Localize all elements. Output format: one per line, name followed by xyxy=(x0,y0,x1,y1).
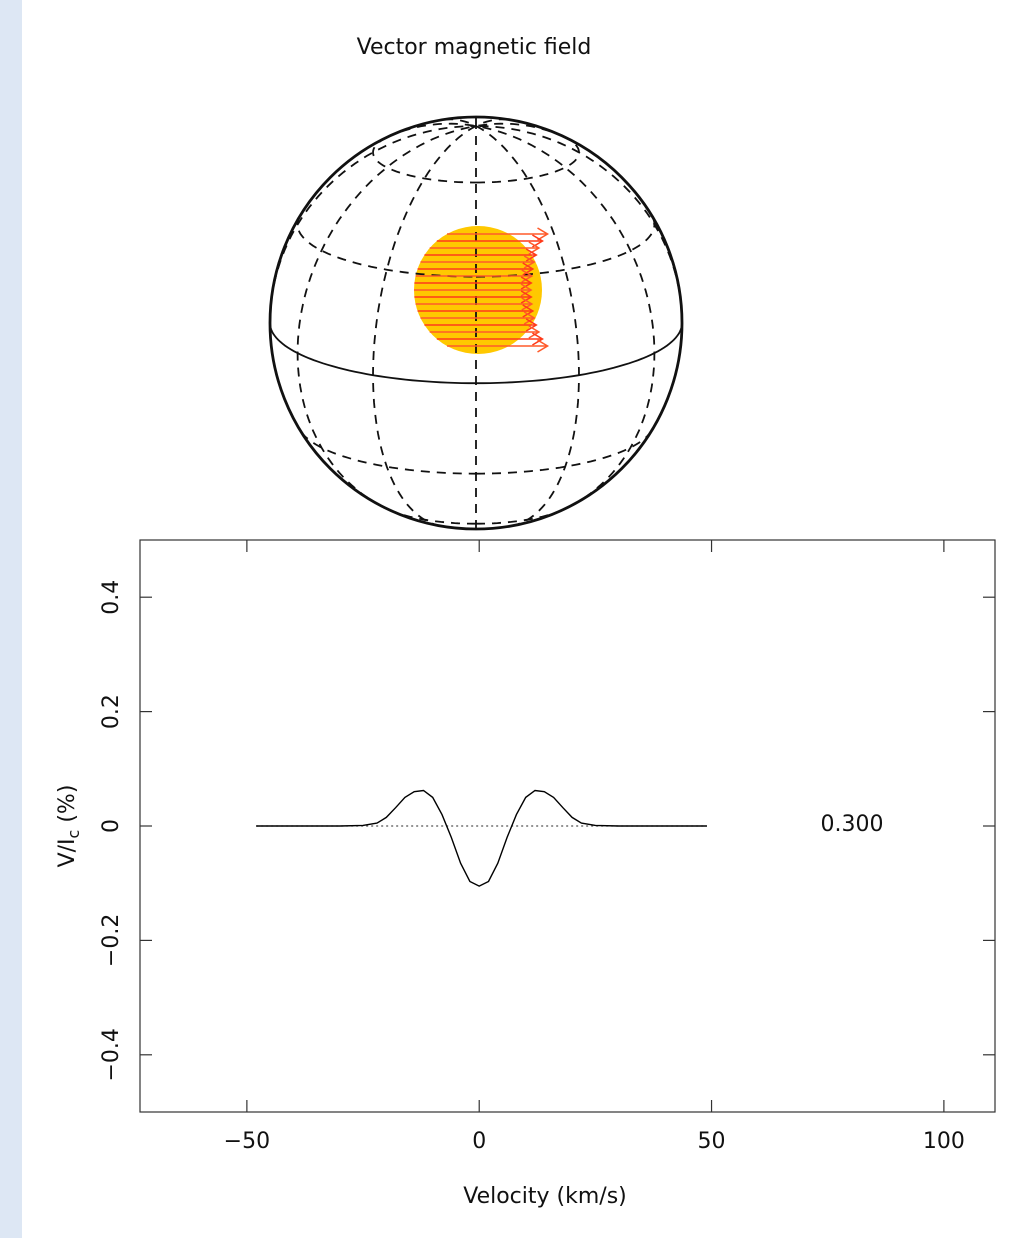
field-arrow-head xyxy=(522,304,535,318)
y-label-sub: c xyxy=(64,830,83,839)
longitude-line xyxy=(372,125,477,527)
figure-panel xyxy=(22,0,1012,1238)
x-tick-label: 0 xyxy=(472,1129,486,1154)
field-arrow-head xyxy=(537,227,550,241)
field-arrow-head xyxy=(520,290,533,304)
x-tick-label: 100 xyxy=(923,1129,965,1154)
equator xyxy=(269,324,476,385)
field-arrow-head xyxy=(532,234,544,248)
x-tick-label: 50 xyxy=(698,1129,726,1154)
y-tick-label: 0.4 xyxy=(99,580,124,615)
y-tick-label: 0 xyxy=(99,819,124,833)
y-label-unit: (%) xyxy=(55,785,80,830)
field-arrow-head xyxy=(520,283,533,297)
sphere-diagram xyxy=(268,115,684,531)
field-arrow-head xyxy=(523,311,536,325)
x-tick-label: −50 xyxy=(224,1129,270,1154)
field-arrow-head xyxy=(521,297,534,311)
field-arrow-head xyxy=(537,339,550,353)
y-tick-label: 0.2 xyxy=(99,694,124,729)
field-arrow-head xyxy=(532,332,544,346)
profile-line xyxy=(256,789,707,887)
latitude-line xyxy=(372,136,476,184)
latitude-line xyxy=(475,214,656,278)
longitude-line xyxy=(475,125,580,527)
latitude-line xyxy=(296,214,477,278)
annotation: 0.300 xyxy=(821,812,884,837)
field-arrow-head xyxy=(525,318,538,332)
sphere-outline xyxy=(268,115,684,531)
equator xyxy=(476,322,683,385)
latitude-line xyxy=(475,431,652,475)
y-axis-label: V/Ic (%) xyxy=(55,785,83,868)
y-tick-label: −0.2 xyxy=(99,914,124,967)
y-tick-label: −0.4 xyxy=(99,1028,124,1081)
latitude-line xyxy=(300,431,477,475)
field-arrow-head xyxy=(528,325,541,339)
x-axis-label: Velocity (km/s) xyxy=(463,1184,627,1209)
y-label-main: V/I xyxy=(55,838,80,867)
chart-title: Vector magnetic field xyxy=(357,35,592,60)
latitude-line xyxy=(476,136,580,184)
